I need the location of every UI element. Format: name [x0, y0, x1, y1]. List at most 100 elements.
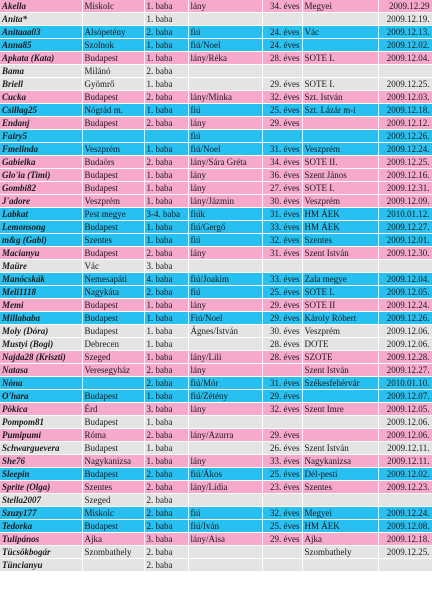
member-name-cell: Mustyi (Bogi)	[0, 337, 83, 351]
age-cell: 32. éves	[262, 90, 303, 104]
member-name-cell: Nóna	[0, 376, 83, 390]
member-name-cell: Najda28 (Kriszti)	[0, 350, 83, 364]
age-cell: 29. éves	[262, 311, 303, 325]
table-row: Gabielka Budaörs 2. baba lány/Sára Gréta 34.…	[0, 155, 432, 169]
member-name-cell: Pumipumi	[0, 428, 83, 442]
age-cell: 29. éves	[262, 389, 303, 403]
gender-name-cell: fiú/Noel	[188, 38, 263, 52]
city-cell: Budapest	[82, 415, 145, 429]
hospital-cell: HM ÁEK	[302, 207, 379, 221]
table-row: O'hara Budapest 1. baba fiú/Zétény 29. éves 2…	[0, 389, 432, 403]
member-name-cell: Manócskák	[0, 272, 83, 286]
city-cell: Budapest	[82, 389, 145, 403]
baby-number-cell: 1. baba	[144, 441, 189, 455]
due-date-cell: 2009.12.31.	[378, 181, 432, 195]
member-name-cell: Briell	[0, 77, 83, 91]
due-date-cell: 2009.12.07.	[378, 389, 432, 403]
member-name-cell: Tedorka	[0, 519, 83, 533]
due-date-cell: 2009.12.26.	[378, 311, 432, 325]
gender-name-cell: fiú	[188, 129, 263, 143]
hospital-cell	[302, 558, 379, 572]
hospital-cell: Dél-pesti	[302, 467, 379, 481]
gender-name-cell: Ágnes/István	[188, 324, 263, 338]
table-row: Apkata (Kata) Budapest 1. baba lány/Réka 28.…	[0, 51, 432, 65]
due-date-cell: 2009.12.29	[378, 0, 432, 13]
baby-number-cell: 1. baba	[144, 337, 189, 351]
gender-name-cell	[188, 12, 263, 26]
table-row: Cucka Budapest 2. baba lány/Minka 32. éves Sz…	[0, 90, 432, 104]
hospital-cell: Szent István	[302, 246, 379, 260]
age-cell: 32. éves	[262, 506, 303, 520]
hospital-cell: SOTE II	[302, 298, 379, 312]
due-date-cell: 2009.12.24.	[378, 142, 432, 156]
baby-number-cell: 2. baba	[144, 558, 189, 572]
city-cell	[82, 129, 145, 143]
age-cell: 31. éves	[262, 246, 303, 260]
hospital-cell: HM ÁEK	[302, 220, 379, 234]
hospital-cell: Szent Imre	[302, 402, 379, 416]
city-cell: Szentes	[82, 480, 145, 494]
member-name-cell: O'hara	[0, 389, 83, 403]
baby-number-cell: 1. baba	[144, 324, 189, 338]
city-cell: Debrecen	[82, 337, 145, 351]
table-row: She76 Nagykanizsa 1. baba lány 33. éves Nagyk…	[0, 454, 432, 468]
baby-number-cell: 2. baba	[144, 506, 189, 520]
table-row: Pökica Érd 3. baba lány 32. éves Szent Imre 20…	[0, 402, 432, 416]
baby-number-cell: 2. baba	[144, 155, 189, 169]
age-cell: 30. éves	[262, 324, 303, 338]
due-date-cell: 2009.12.04.	[378, 272, 432, 286]
due-date-cell	[378, 64, 432, 78]
baby-number-cell: 2. baba	[144, 545, 189, 559]
table-row: Gombi82 Budapest 1. baba lány 27. éves SOTE I…	[0, 181, 432, 195]
age-cell: 29. éves	[262, 116, 303, 130]
age-cell	[262, 363, 303, 377]
gender-name-cell: lány/Azurra	[188, 428, 263, 442]
baby-number-cell: 1. baba	[144, 51, 189, 65]
baby-number-cell: 4. baba	[144, 272, 189, 286]
hospital-cell: Nagykanizsa	[302, 454, 379, 468]
baby-number-cell: 3. baba	[144, 259, 189, 273]
baby-number-cell: 2. baba	[144, 480, 189, 494]
baby-number-cell: 1. baba	[144, 298, 189, 312]
age-cell: 28. éves	[262, 51, 303, 65]
gender-name-cell: lány/Jázmin	[188, 194, 263, 208]
due-date-cell: 2009.12.12.	[378, 116, 432, 130]
gender-name-cell: lány	[188, 402, 263, 416]
member-name-cell: Gombi82	[0, 181, 83, 195]
hospital-cell	[302, 64, 379, 78]
gender-name-cell	[188, 64, 263, 78]
hospital-cell: Károly Róbert	[302, 311, 379, 325]
hospital-cell: SZOTE	[302, 350, 379, 364]
gender-name-cell	[188, 493, 263, 507]
city-cell: Vác	[82, 259, 145, 273]
due-date-table: Akella Miskolc 1. baba lány 34. éves Megyei 20…	[0, 0, 432, 572]
age-cell	[262, 493, 303, 507]
member-name-cell: Fairy5	[0, 129, 83, 143]
gender-name-cell	[188, 337, 263, 351]
due-date-cell: 2009.12.06.	[378, 324, 432, 338]
gender-name-cell: fiú/Zétény	[188, 389, 263, 403]
baby-number-cell: 1. baba	[144, 168, 189, 182]
age-cell: 27. éves	[262, 181, 303, 195]
city-cell: Budapest	[82, 324, 145, 338]
city-cell: Nagykáta	[82, 285, 145, 299]
age-cell	[262, 64, 303, 78]
gender-name-cell: lány	[188, 363, 263, 377]
member-name-cell: Sprite (Olga)	[0, 480, 83, 494]
table-row: Maüre Vác 3. baba	[0, 259, 432, 273]
hospital-cell: Vác	[302, 25, 379, 39]
hospital-cell	[302, 129, 379, 143]
gender-name-cell	[188, 259, 263, 273]
member-name-cell: Apkata (Kata)	[0, 51, 83, 65]
baby-number-cell: 2. baba	[144, 64, 189, 78]
city-cell: Nemesapáti	[82, 272, 145, 286]
member-name-cell: Pökica	[0, 402, 83, 416]
due-date-cell: 2009.12.25.	[378, 155, 432, 169]
member-name-cell: Csillag25	[0, 103, 83, 117]
due-date-cell: 2009.12.09.	[378, 194, 432, 208]
member-name-cell: Szuzy177	[0, 506, 83, 520]
city-cell: Veresegyház	[82, 363, 145, 377]
hospital-cell	[302, 493, 379, 507]
age-cell: 29. éves	[262, 428, 303, 442]
hospital-cell	[302, 389, 379, 403]
